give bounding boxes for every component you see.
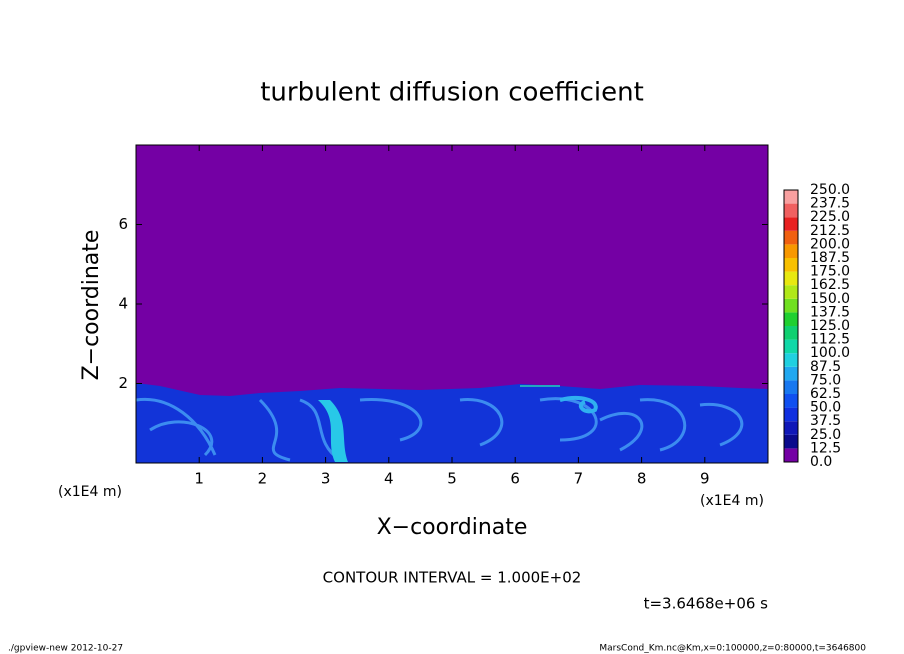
colorbar-segment (784, 190, 798, 204)
time-label: t=3.6468e+06 s (644, 595, 769, 613)
colorbar-label: 0.0 (810, 454, 832, 470)
footer-right: MarsCond_Km.nc@Km,x=0:100000,z=0:80000,t… (599, 644, 866, 654)
colorbar-label: 225.0 (810, 209, 850, 225)
colorbar-frame (783, 189, 799, 463)
colorbar-label: 187.5 (810, 250, 850, 266)
colorbar-label: 150.0 (810, 291, 850, 307)
colorbar-label: 12.5 (810, 440, 841, 456)
colorbar-label: 250.0 (810, 182, 850, 198)
colorbar-label: 25.0 (810, 427, 841, 443)
colorbar-segment (784, 407, 798, 422)
y-tick-label: 2 (118, 374, 128, 392)
colorbar-label: 125.0 (810, 318, 850, 334)
colorbar-segment (784, 326, 798, 340)
y-axis-label: Z−coordinate (79, 230, 104, 381)
y-tick-label: 4 (118, 295, 128, 313)
colorbar-segment (784, 230, 798, 245)
colorbar-segment (784, 298, 798, 313)
colorbar-segment (784, 366, 798, 381)
colorbar-label: 137.5 (810, 304, 850, 320)
chart-title: turbulent diffusion coefficient (260, 78, 644, 108)
colorbar-label: 100.0 (810, 345, 850, 361)
swirl (559, 396, 598, 414)
swirl (135, 397, 744, 462)
colorbar-segment (784, 271, 798, 286)
plume (318, 400, 348, 462)
colorbar-segment (784, 353, 798, 367)
colorbar-segment (784, 380, 798, 394)
colorbar-segment (784, 312, 798, 326)
x-tick-label: 9 (700, 470, 710, 488)
colorbar-segment (784, 421, 798, 435)
colorbar-label: 112.5 (810, 332, 850, 348)
x-tick-label: 2 (258, 470, 268, 488)
colorbar-label: 200.0 (810, 236, 850, 252)
colorbar-label: 62.5 (810, 386, 841, 402)
colorbar-segment (784, 217, 798, 231)
colorbar-segment (784, 258, 798, 272)
x-tick-label: 1 (194, 470, 204, 488)
x-tick-label: 3 (321, 470, 331, 488)
colorbar-label: 37.5 (810, 413, 841, 429)
colorbar-segment (784, 203, 798, 218)
x-axis-label: X−coordinate (377, 515, 528, 540)
colorbar-label: 162.5 (810, 277, 850, 293)
y-tick-label: 6 (118, 215, 128, 233)
x-tick-label: 6 (510, 470, 520, 488)
colorbar-label: 50.0 (810, 400, 841, 416)
x-tick-label: 4 (384, 470, 394, 488)
colorbar-segment (784, 244, 798, 258)
footer-left: ./gpview-new 2012-10-27 (8, 644, 123, 654)
colorbar-segment (784, 285, 798, 299)
x-tick-label: 7 (574, 470, 584, 488)
boundary-layer (136, 383, 768, 463)
colorbar-segment (784, 434, 798, 449)
colorbar-label: 75.0 (810, 372, 841, 388)
x-unit: (x1E4 m) (700, 493, 764, 509)
colorbar-label: 175.0 (810, 264, 850, 280)
colorbar-segment (784, 394, 798, 408)
x-tick-label: 8 (637, 470, 647, 488)
contour-interval: CONTOUR INTERVAL = 1.000E+02 (323, 569, 582, 587)
field (135, 383, 768, 463)
y-unit: (x1E4 m) (58, 484, 122, 500)
colorbar-label: 87.5 (810, 359, 841, 375)
x-tick-label: 5 (447, 470, 457, 488)
colorbar-segment (784, 339, 798, 354)
colorbar-label: 212.5 (810, 223, 850, 239)
colorbar-label: 237.5 (810, 196, 850, 212)
colorbar-segment (784, 448, 798, 462)
